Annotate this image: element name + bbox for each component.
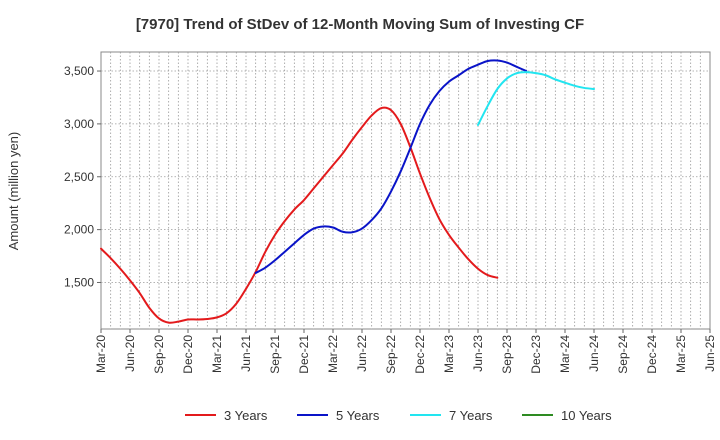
x-tick-label: Dec-24 xyxy=(645,335,659,374)
x-tick-label: Mar-25 xyxy=(674,335,688,373)
series-line-5-years xyxy=(254,59,528,274)
y-tick-label: 2,000 xyxy=(64,223,94,237)
x-tick-label: Jun-23 xyxy=(471,335,485,372)
x-axis-ticks: Mar-20 Jun-20 Sep-20 Dec-20 Mar-21 Jun-21 Sep-… xyxy=(94,329,717,374)
x-tick-label: Sep-22 xyxy=(384,335,398,374)
x-tick-label: Sep-24 xyxy=(616,335,630,374)
x-tick-label: Dec-21 xyxy=(297,335,311,374)
legend-label-5-years: 5 Years xyxy=(336,408,380,423)
x-tick-label: Dec-22 xyxy=(413,335,427,374)
legend-label-3-years: 3 Years xyxy=(224,408,268,423)
chart-title: [7970] Trend of StDev of 12-Month Moving… xyxy=(136,16,584,33)
y-tick-label: 3,000 xyxy=(64,117,94,131)
x-tick-label: Sep-21 xyxy=(268,335,282,374)
x-tick-label: Sep-20 xyxy=(152,335,166,374)
y-axis-label: Amount (million yen) xyxy=(6,132,21,251)
series-line-3-years xyxy=(100,106,499,324)
y-axis-ticks: 1,500 2,000 2,500 3,000 3,500 xyxy=(64,64,101,289)
x-tick-label: Sep-23 xyxy=(500,335,514,374)
series-lines xyxy=(100,59,595,324)
grid-lines xyxy=(101,52,710,329)
x-tick-label: Dec-23 xyxy=(529,335,543,374)
x-tick-label: Mar-23 xyxy=(442,335,456,373)
y-tick-label: 1,500 xyxy=(64,275,94,289)
y-tick-label: 2,500 xyxy=(64,170,94,184)
x-tick-label: Jun-21 xyxy=(239,335,253,372)
x-tick-label: Jun-25 xyxy=(703,335,717,372)
legend-label-10-years: 10 Years xyxy=(561,408,612,423)
series-line-7-years xyxy=(477,71,595,126)
x-tick-label: Mar-21 xyxy=(210,335,224,373)
x-tick-label: Mar-24 xyxy=(558,335,572,373)
x-tick-label: Jun-24 xyxy=(587,335,601,372)
x-tick-label: Mar-20 xyxy=(94,335,108,373)
x-tick-label: Jun-22 xyxy=(355,335,369,372)
plot-area xyxy=(100,51,711,330)
x-tick-label: Dec-20 xyxy=(181,335,195,374)
x-tick-label: Mar-22 xyxy=(326,335,340,373)
legend-label-7-years: 7 Years xyxy=(449,408,493,423)
y-tick-label: 3,500 xyxy=(64,64,94,78)
x-tick-label: Jun-20 xyxy=(123,335,137,372)
legend: 3 Years 5 Years 7 Years 10 Years xyxy=(185,408,612,423)
